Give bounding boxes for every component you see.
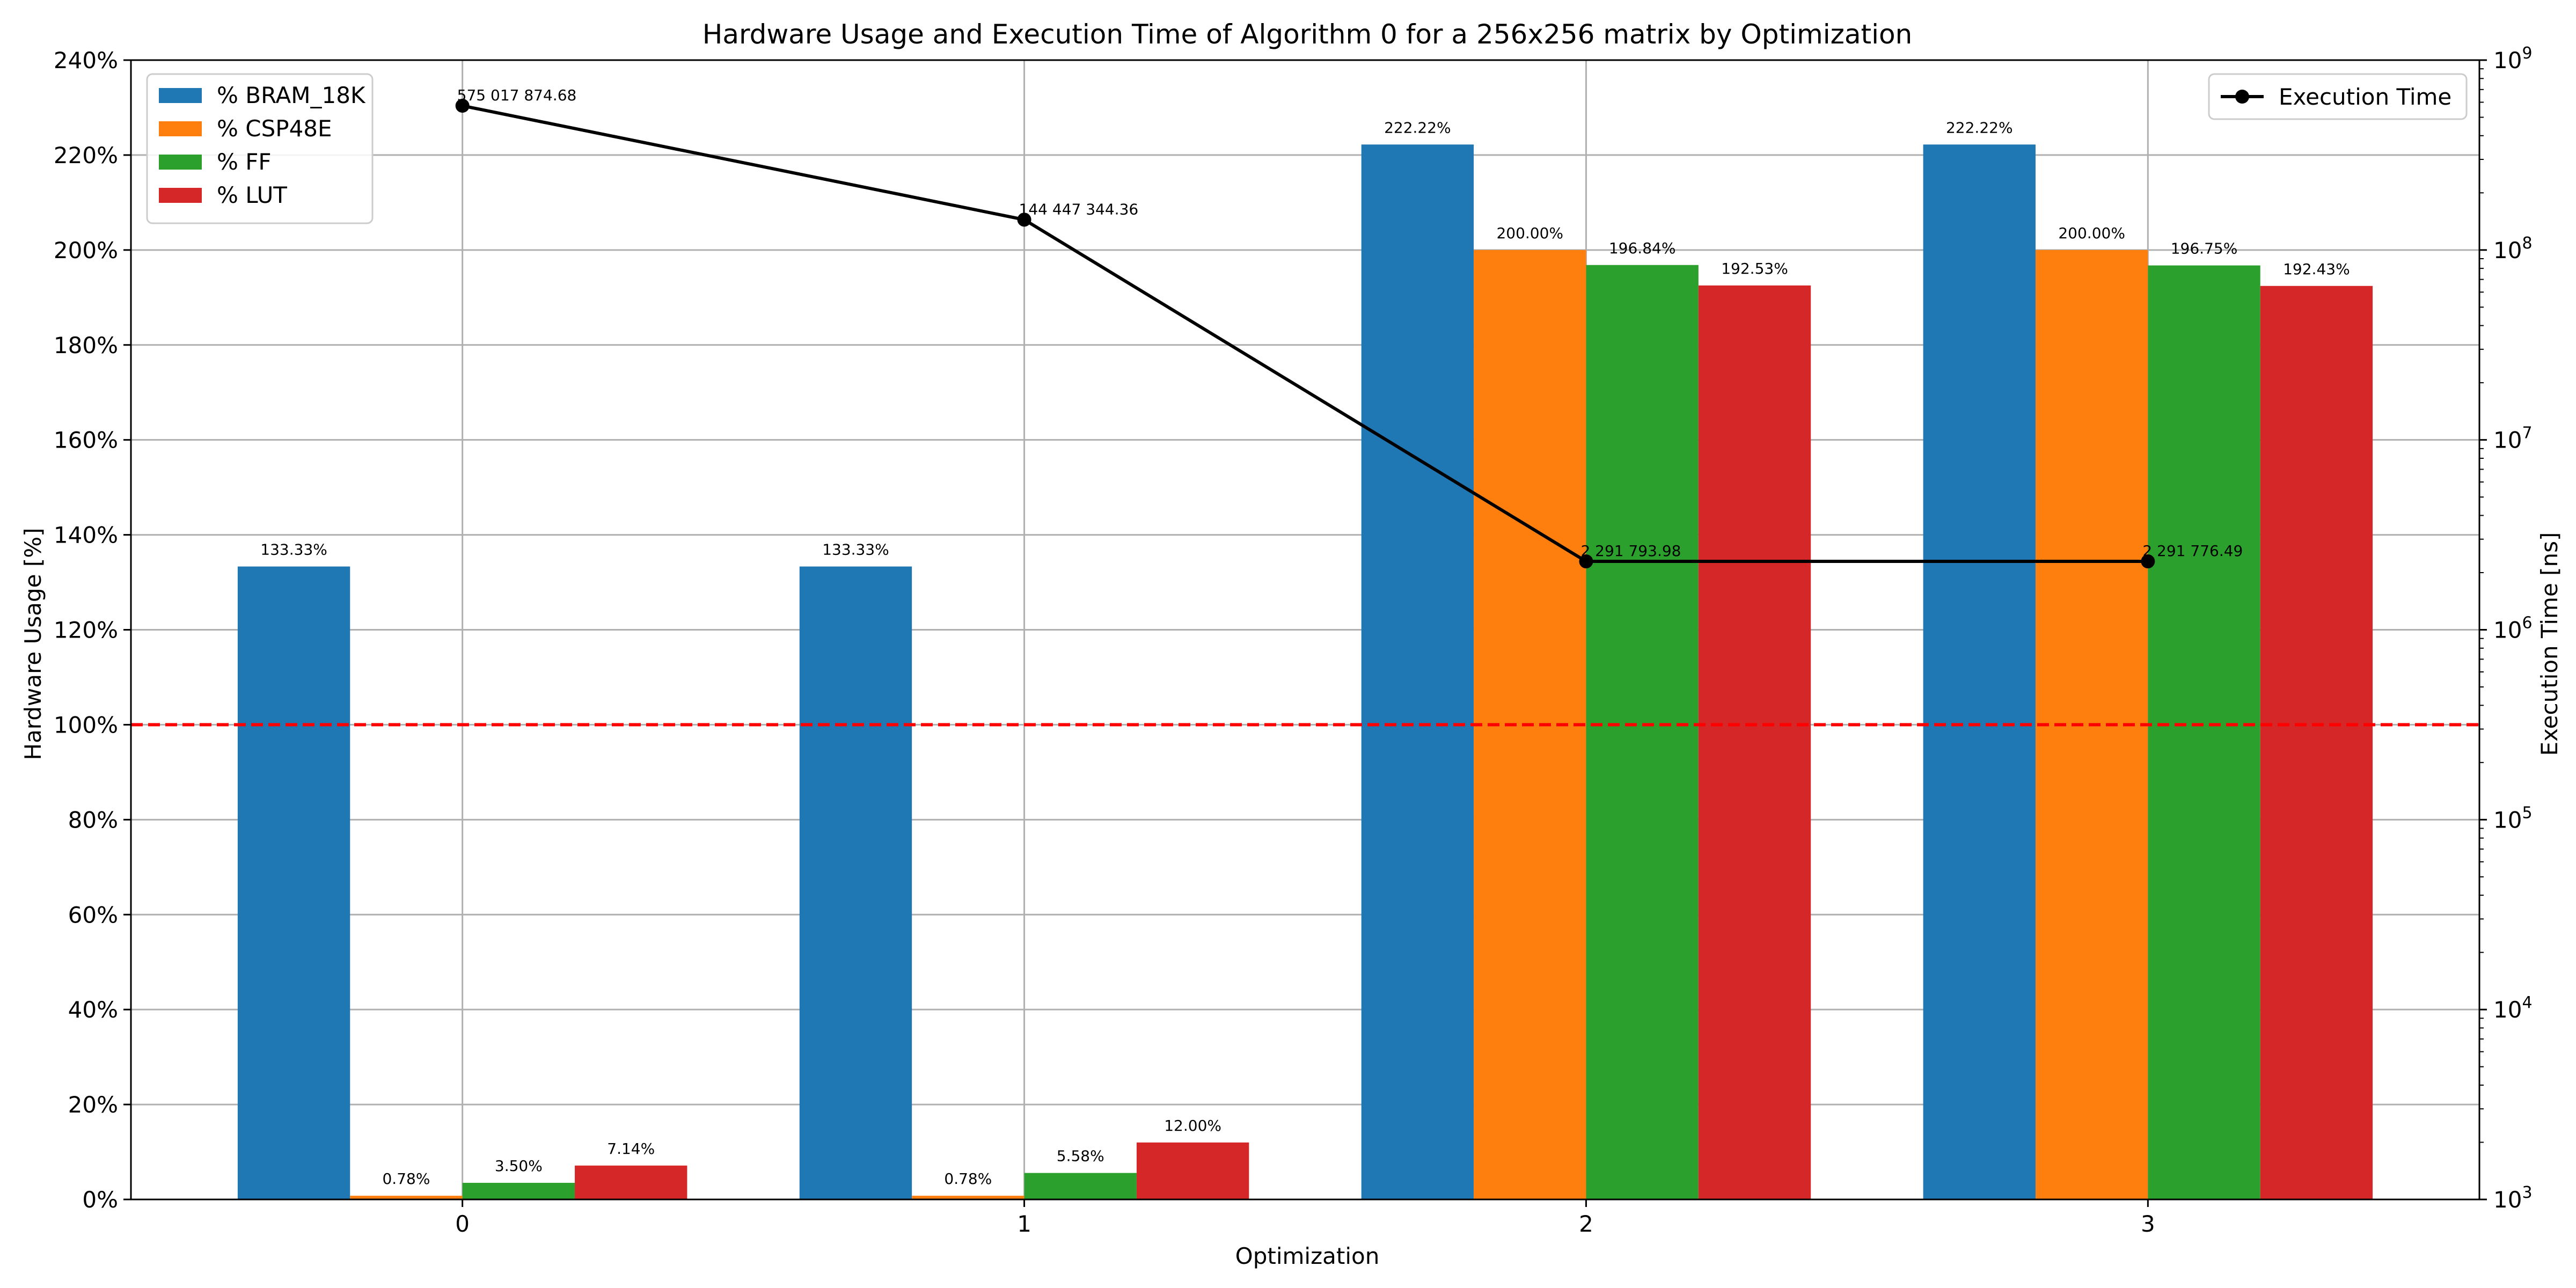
bar-value-label: 200.00% <box>2058 224 2125 242</box>
bar <box>912 1196 1024 1199</box>
bar <box>1586 265 1699 1200</box>
y2-tick-label: 105 <box>2493 803 2533 833</box>
y-tick-label: 20% <box>68 1092 118 1118</box>
line-legend-box <box>2208 73 2468 120</box>
x-tick-label: 2 <box>1579 1211 1593 1237</box>
bar-value-label: 3.50% <box>495 1157 543 1175</box>
execution-time-point <box>1579 554 1593 569</box>
plot-area: 0%20%40%60%80%100%120%140%160%180%200%22… <box>54 44 2533 1237</box>
x-axis-label: Optimization <box>1235 1243 1380 1269</box>
legend-swatch <box>159 188 202 203</box>
bar-value-label: 133.33% <box>822 541 889 559</box>
y-tick-label: 220% <box>54 142 118 169</box>
legend-label: % BRAM_18K <box>217 82 366 108</box>
y-tick-label: 160% <box>54 427 118 453</box>
bar <box>799 566 912 1199</box>
execution-time-point <box>455 99 470 113</box>
bar-value-label: 196.75% <box>2171 240 2238 258</box>
execution-time-line <box>462 104 2148 564</box>
x-tick-label: 1 <box>1017 1211 1031 1237</box>
y2-axis-label: Execution Time [ns] <box>2536 532 2563 756</box>
execution-time-label: 144 447 344.36 <box>1019 200 1139 218</box>
bar-value-label: 0.78% <box>382 1170 430 1188</box>
bar-value-label: 192.43% <box>2283 260 2350 278</box>
y-axis-label: Hardware Usage [%] <box>20 528 46 760</box>
bar <box>1024 1173 1137 1199</box>
legend-swatch <box>159 88 202 103</box>
bar <box>350 1196 463 1199</box>
bar-value-label: 12.00% <box>1164 1117 1221 1135</box>
chart-title: Hardware Usage and Execution Time of Alg… <box>702 19 1913 50</box>
y2-tick-label: 107 <box>2493 424 2533 453</box>
bar <box>1136 1142 1249 1199</box>
bar <box>237 566 350 1199</box>
legend-box <box>146 73 374 224</box>
bar-value-label: 133.33% <box>260 541 327 559</box>
y-tick-label: 40% <box>68 997 118 1023</box>
bar-value-label: 7.14% <box>607 1140 655 1158</box>
y-tick-label: 140% <box>54 522 118 548</box>
x-tick-label: 3 <box>2141 1211 2155 1237</box>
y-tick-label: 100% <box>54 712 118 738</box>
bar-value-label: 196.84% <box>1609 239 1676 257</box>
bar-value-label: 222.22% <box>1946 119 2013 136</box>
line-legend-label: Execution Time <box>2279 84 2451 110</box>
y-tick-label: 0% <box>82 1187 118 1213</box>
y2-tick-label: 103 <box>2493 1183 2533 1213</box>
bar <box>462 1183 575 1199</box>
bar <box>2148 265 2260 1200</box>
x-tick-label: 0 <box>455 1211 470 1237</box>
y-tick-label: 120% <box>54 617 118 643</box>
y-tick-label: 60% <box>68 902 118 928</box>
execution-time-label: 2 291 776.49 <box>2142 542 2243 560</box>
bar <box>1923 144 2036 1199</box>
y2-tick-label: 109 <box>2493 44 2533 74</box>
bar <box>2260 286 2373 1199</box>
y2-tick-label: 104 <box>2493 993 2533 1023</box>
bar-value-label: 200.00% <box>1496 224 1563 242</box>
y-tick-label: 200% <box>54 237 118 264</box>
bar <box>1698 285 1811 1200</box>
y-tick-label: 240% <box>54 47 118 74</box>
bar-value-label: 5.58% <box>1057 1147 1104 1165</box>
execution-time-point <box>1017 213 1031 227</box>
legend-label: % FF <box>217 149 272 175</box>
y-tick-label: 180% <box>54 332 118 358</box>
bar <box>575 1165 687 1199</box>
execution-time-point <box>2141 554 2155 569</box>
legend-swatch <box>159 121 202 136</box>
execution-time-label: 575 017 874.68 <box>457 86 577 104</box>
y2-tick-label: 108 <box>2493 234 2533 264</box>
legend-label: % CSP48E <box>217 115 332 142</box>
bar-value-label: 0.78% <box>944 1170 992 1188</box>
y2-tick-label: 106 <box>2493 614 2533 643</box>
plot-frame <box>130 59 2480 1201</box>
legend-swatch <box>159 155 202 170</box>
bar-value-label: 192.53% <box>1721 260 1788 277</box>
execution-time-label: 2 291 793.98 <box>1580 542 1681 560</box>
line-legend-marker <box>2235 90 2249 104</box>
bar <box>1361 144 1474 1199</box>
y-tick-label: 80% <box>68 807 118 833</box>
bar-value-label: 222.22% <box>1384 119 1451 136</box>
legend-label: % LUT <box>217 182 287 208</box>
